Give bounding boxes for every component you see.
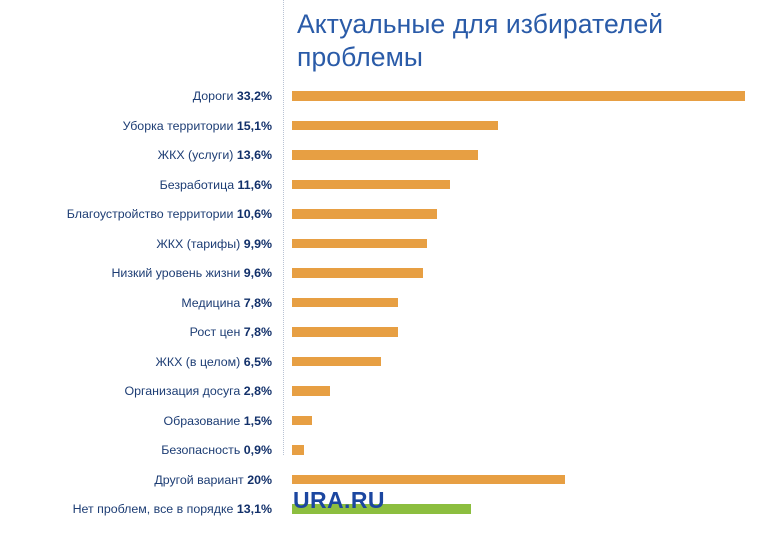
row-value-label: 11,6% [237, 177, 272, 192]
row-value-label: 2,8% [243, 384, 272, 398]
bar [292, 297, 399, 307]
row-label: Безопасность 0,9% [161, 436, 272, 466]
row-label: ЖКХ (тарифы) 9,9% [156, 230, 272, 260]
row-value-label: 20% [247, 472, 272, 487]
row-category-label: ЖКХ (тарифы) [156, 236, 241, 251]
row-label: Уборка территории 15,1% [123, 112, 272, 142]
row-category-label: ЖКХ (услуги) [157, 148, 234, 162]
bar [292, 356, 381, 366]
row-value-label: 7,8% [243, 295, 272, 310]
bar-track [292, 436, 760, 466]
chart-row: Образование 1,5% [0, 407, 760, 437]
chart-row: Безопасность 0,9% [0, 436, 760, 466]
row-label: Образование 1,5% [163, 407, 272, 437]
row-category-label: Уборка территории [122, 118, 234, 133]
row-label: Благоустройство территории 10,6% [67, 200, 272, 230]
row-value-label: 9,9% [243, 236, 272, 251]
row-category-label: Образование [163, 413, 241, 428]
bar [292, 445, 305, 455]
row-category-label: Организация досуга [124, 384, 241, 398]
row-category-label: Благоустройство территории [66, 207, 234, 221]
chart-row: Организация досуга 2,8% [0, 377, 760, 407]
bar-track [292, 495, 760, 525]
chart-row: Безработица 11,6% [0, 171, 760, 201]
bar-track [292, 200, 760, 230]
chart-row: ЖКХ (услуги) 13,6% [0, 141, 760, 171]
bar [292, 268, 423, 278]
bar-track [292, 230, 760, 260]
chart-row: ЖКХ (в целом) 6,5% [0, 348, 760, 378]
chart-row: Медицина 7,8% [0, 289, 760, 319]
row-label: ЖКХ (услуги) 13,6% [158, 141, 272, 171]
row-category-label: Низкий уровень жизни [111, 266, 241, 280]
ura-ru-logo: URA.RU [293, 487, 385, 513]
bar-rows-container: Дороги 33,2% Уборка территории 15,1% ЖКХ (… [0, 82, 760, 525]
chart-row: Нет проблем, все в порядке 13,1% [0, 495, 760, 525]
bar [292, 91, 745, 101]
bar [292, 150, 478, 160]
bar [292, 209, 437, 219]
row-label: Рост цен 7,8% [190, 318, 272, 348]
bar-track [292, 112, 760, 142]
bar [292, 238, 428, 248]
vertical-axis-line [283, 0, 284, 455]
row-value-label: 1,5% [243, 413, 272, 428]
bar-track [292, 348, 760, 378]
chart-row: Низкий уровень жизни 9,6% [0, 259, 760, 289]
page-title: Актуальные для избирателей проблемы [297, 9, 664, 72]
row-category-label: ЖКХ (в целом) [155, 354, 241, 369]
bar-track [292, 318, 760, 348]
title-block: Актуальные для избирателей проблемы [297, 8, 747, 73]
row-category-label: Дороги [192, 89, 234, 103]
row-label: Медицина 7,8% [181, 289, 272, 319]
row-value-label: 13,6% [236, 148, 272, 162]
row-category-label: Нет проблем, все в порядке [72, 502, 234, 516]
row-label: Дороги 33,2% [193, 82, 272, 112]
row-label: Другой вариант 20% [154, 466, 272, 496]
row-label: ЖКХ (в целом) 6,5% [155, 348, 272, 378]
row-category-label: Другой вариант [154, 472, 244, 487]
chart-row: Уборка территории 15,1% [0, 112, 760, 142]
row-value-label: 15,1% [236, 118, 272, 133]
row-value-label: 10,6% [236, 207, 272, 221]
bar-track [292, 259, 760, 289]
row-value-label: 33,2% [236, 89, 272, 103]
row-value-label: 6,5% [243, 354, 272, 369]
bar [292, 386, 331, 396]
bar-track [292, 82, 760, 112]
row-category-label: Медицина [181, 295, 241, 310]
row-category-label: Безопасность [161, 443, 241, 457]
bar-track [292, 289, 760, 319]
bar [292, 179, 451, 189]
chart-row: ЖКХ (тарифы) 9,9% [0, 230, 760, 260]
chart-row: Дороги 33,2% [0, 82, 760, 112]
chart-row: Благоустройство территории 10,6% [0, 200, 760, 230]
row-value-label: 0,9% [243, 443, 272, 457]
row-label: Нет проблем, все в порядке 13,1% [73, 495, 272, 525]
row-value-label: 13,1% [236, 502, 272, 516]
row-label: Безработица 11,6% [160, 171, 272, 201]
row-value-label: 7,8% [243, 325, 272, 339]
row-label: Низкий уровень жизни 9,6% [111, 259, 272, 289]
chart-plot-area: Дороги 33,2% Уборка территории 15,1% ЖКХ (… [0, 0, 760, 516]
bar-track [292, 377, 760, 407]
bar [292, 504, 471, 514]
bar-track [292, 407, 760, 437]
bar [292, 415, 313, 425]
bar [292, 120, 499, 130]
bar-track [292, 466, 760, 496]
row-label: Организация досуга 2,8% [124, 377, 272, 407]
bar-track [292, 171, 760, 201]
bar [292, 327, 399, 337]
bar-track [292, 141, 760, 171]
chart-row: Другой вариант 20% [0, 466, 760, 496]
row-category-label: Безработица [159, 177, 235, 192]
row-category-label: Рост цен [189, 325, 241, 339]
bar [292, 474, 565, 484]
chart-row: Рост цен 7,8% [0, 318, 760, 348]
row-value-label: 9,6% [243, 266, 272, 280]
